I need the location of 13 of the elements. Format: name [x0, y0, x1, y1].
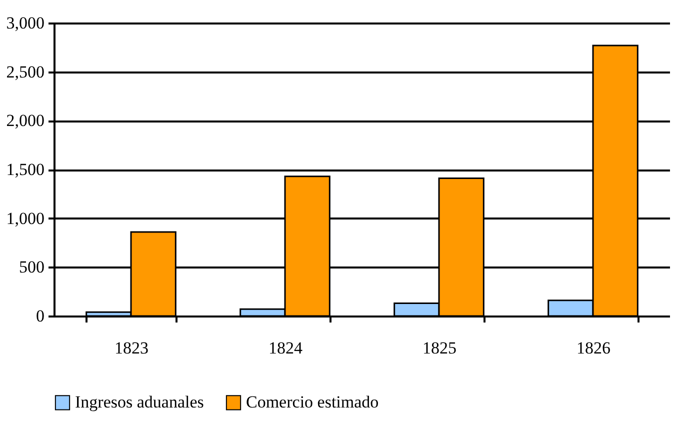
- legend-label: Comercio estimado: [246, 392, 379, 412]
- y-tick-label: 0: [36, 306, 44, 326]
- y-tick-label: 3,000: [6, 14, 44, 32]
- y-tick-label: 1,500: [6, 160, 44, 179]
- y-tick-label: 2,000: [6, 111, 44, 130]
- y-tick-label: 1,000: [6, 208, 44, 228]
- x-tick-label: 1826: [576, 338, 610, 358]
- x-tick-label: 1823: [114, 338, 148, 358]
- x-tick-label: 1824: [268, 338, 303, 358]
- x-tick-label: 1825: [422, 338, 456, 358]
- legend-label: Ingresos aduanales: [75, 392, 204, 412]
- y-tick-label: 500: [19, 258, 44, 277]
- y-tick-label: 2,500: [6, 62, 44, 82]
